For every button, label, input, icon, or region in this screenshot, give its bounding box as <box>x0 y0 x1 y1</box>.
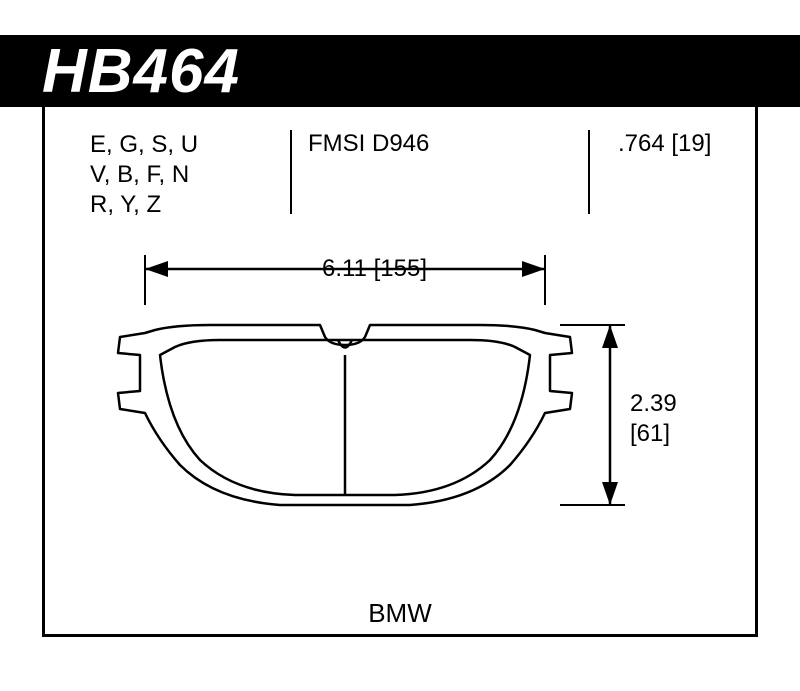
width-dim-line <box>145 255 545 305</box>
part-number: HB464 <box>42 36 240 107</box>
thickness-inches: .764 <box>618 130 665 157</box>
codes-line-3: R, Y, Z <box>90 190 198 220</box>
brake-pad-diagram <box>90 255 710 575</box>
frame-bottom <box>42 634 758 637</box>
compound-codes: E, G, S, U V, B, F, N R, Y, Z <box>90 130 198 220</box>
spec-divider-2 <box>588 130 590 214</box>
thickness-mm: [19] <box>671 130 711 157</box>
thickness-spec: .764 [19] <box>618 130 711 158</box>
fmsi-code: FMSI D946 <box>308 130 429 158</box>
spec-divider-1 <box>290 130 292 214</box>
brake-pad-outline <box>118 325 572 505</box>
brand-label: BMW <box>0 598 800 629</box>
frame-left <box>42 107 45 637</box>
spec-sheet: HB464 E, G, S, U V, B, F, N R, Y, Z FMSI… <box>0 0 800 691</box>
header-bar: HB464 <box>0 35 800 107</box>
frame-right <box>755 107 758 637</box>
diagram-area: 6.11 [155] 2.39 [61] <box>90 255 710 575</box>
codes-line-2: V, B, F, N <box>90 160 198 190</box>
codes-line-1: E, G, S, U <box>90 130 198 160</box>
